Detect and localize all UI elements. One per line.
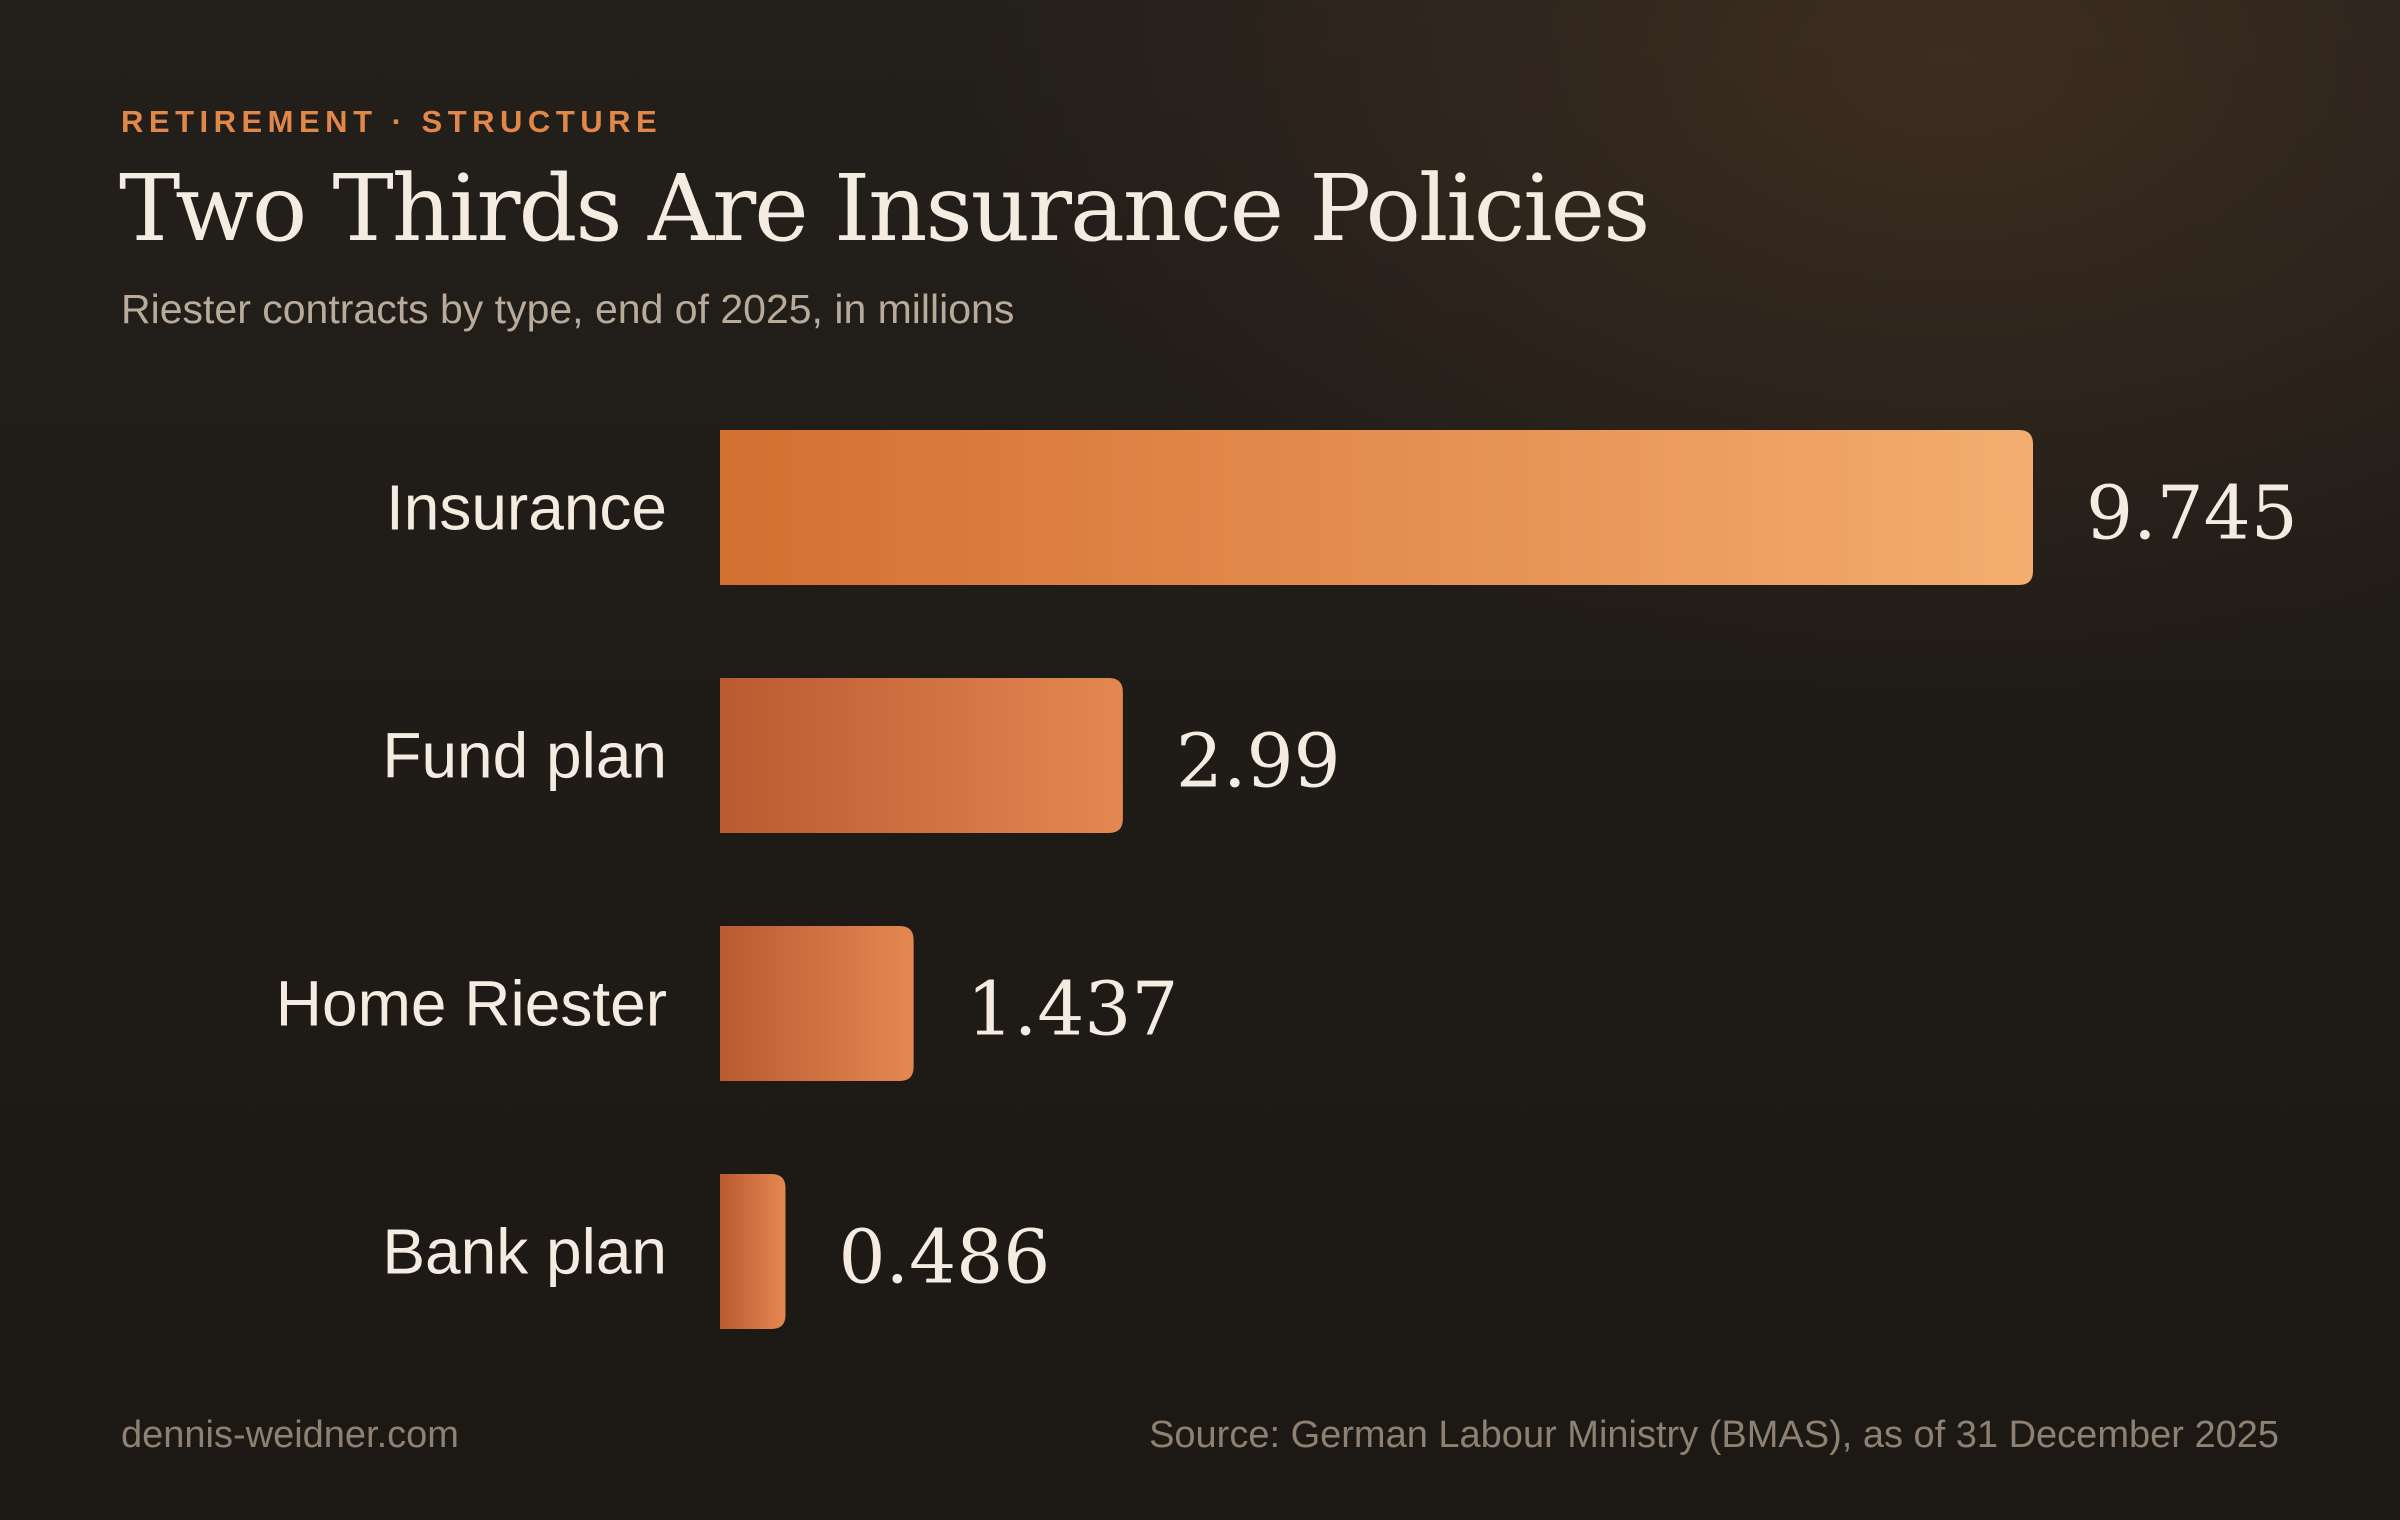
value-label-bank-plan: 0.486	[838, 1215, 1050, 1301]
category-label-fund-plan: Fund plan	[382, 720, 667, 792]
value-label-fund-plan: 2.99	[1176, 719, 1341, 805]
bars-group: Insurance 9.745 Fund plan 2.99 Home Riester 1…	[276, 430, 2298, 1329]
bar-insurance	[720, 430, 2033, 585]
category-label-home-riester: Home Riester	[276, 968, 667, 1040]
eyebrow-label: RETIREMENT · STRUCTURE	[121, 104, 663, 139]
chart-title: Two Thirds Are Insurance Policies	[119, 155, 1650, 262]
source-note: Source: German Labour Ministry (BMAS), a…	[1149, 1414, 2279, 1456]
bar-home-riester	[720, 926, 914, 1081]
category-label-bank-plan: Bank plan	[382, 1216, 667, 1288]
bar-fund-plan	[720, 678, 1123, 833]
site-credit: dennis-weidner.com	[121, 1414, 459, 1456]
chart-subtitle: Riester contracts by type, end of 2025, …	[121, 286, 1015, 332]
category-label-insurance: Insurance	[386, 472, 667, 544]
value-label-home-riester: 1.437	[967, 967, 1179, 1053]
value-label-insurance: 9.745	[2086, 471, 2298, 557]
bar-bank-plan	[720, 1174, 786, 1329]
